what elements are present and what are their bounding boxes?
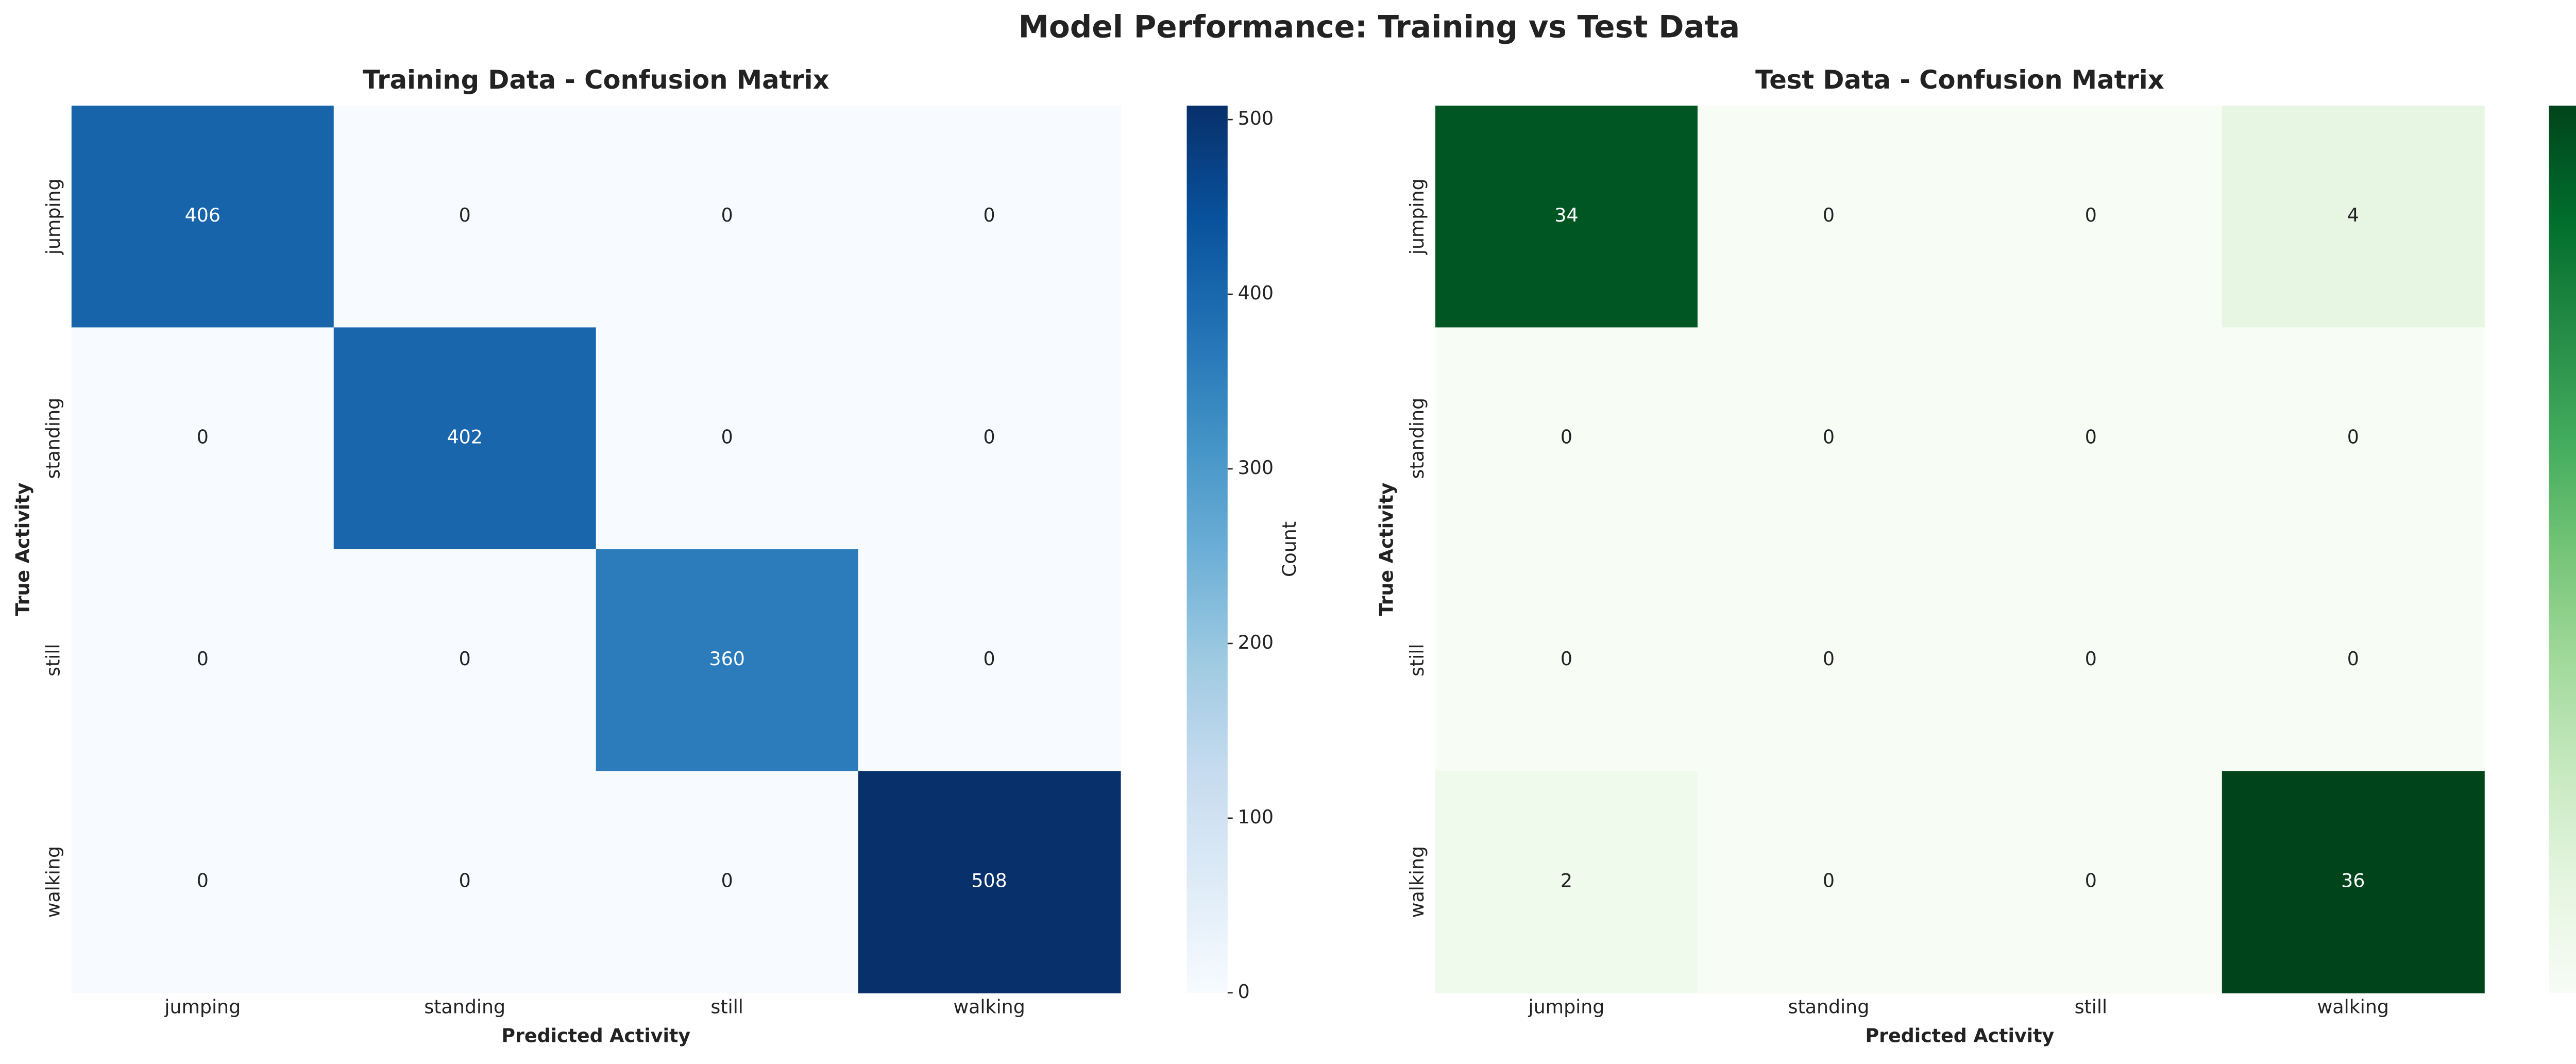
heatmap-cell: [858, 549, 1121, 772]
heatmap-cell: [333, 105, 597, 328]
y-axis-label: True Activity: [1375, 482, 1397, 616]
x-tick-label: jumping: [164, 996, 241, 1018]
x-axis-label: Predicted Activity: [1866, 1025, 2055, 1047]
y-tick-label: walking: [1406, 846, 1428, 918]
heatmap-cell: [2222, 105, 2485, 328]
cell-label: 402: [447, 426, 483, 448]
x-axis-label: Predicted Activity: [501, 1025, 690, 1047]
heatmap-cell: [596, 327, 859, 550]
cell-label: 0: [197, 870, 209, 892]
y-axis-label: True Activity: [11, 482, 33, 616]
y-tick-label: walking: [42, 846, 64, 918]
heatmap-cell: [71, 771, 334, 993]
cell-label: 0: [1561, 648, 1572, 670]
heatmap-cell: [1959, 327, 2223, 550]
cell-label: 0: [2085, 648, 2097, 670]
y-tick-label: standing: [42, 398, 64, 479]
cell-label: 0: [1823, 426, 1835, 448]
heatmap-cell: [858, 105, 1121, 328]
heatmap-cell: [596, 771, 859, 993]
heatmap-cell: [1959, 771, 2223, 993]
cell-label: 2: [1561, 870, 1572, 892]
colorbar: [2549, 105, 2576, 993]
cell-label: 0: [721, 204, 733, 226]
cell-label: 0: [459, 648, 471, 670]
cell-label: 0: [721, 426, 733, 448]
cell-label: 0: [459, 204, 471, 226]
cell-label: 0: [1823, 648, 1835, 670]
y-tick-label: still: [1406, 644, 1428, 676]
cell-label: 34: [1554, 204, 1578, 226]
cell-label: 0: [2085, 204, 2097, 226]
cell-label: 0: [984, 648, 995, 670]
cell-label: 4: [2347, 204, 2359, 226]
heatmap-cell: [333, 327, 597, 550]
figure-title: Model Performance: Training vs Test Data: [1019, 9, 1740, 45]
heatmap-cell: [1435, 771, 1698, 993]
heatmap-cell: [596, 105, 859, 328]
subplot-title: Test Data - Confusion Matrix: [1755, 65, 2164, 95]
heatmap-cell: [1435, 105, 1698, 328]
colorbar: [1187, 105, 1228, 993]
heatmap-cell: [2222, 771, 2485, 993]
heatmap-cell: [858, 327, 1121, 550]
cell-label: 0: [1823, 204, 1835, 226]
heatmap-cell: [1697, 771, 1960, 993]
heatmap-cell: [858, 771, 1121, 993]
heatmap-cell: [1435, 327, 1698, 550]
cell-label: 0: [984, 204, 995, 226]
y-tick-label: standing: [1406, 398, 1428, 479]
cell-label: 0: [1561, 426, 1572, 448]
heatmap-cell: [2222, 327, 2485, 550]
x-tick-label: standing: [1788, 996, 1870, 1018]
heatmap-cell: [1959, 549, 2223, 772]
y-tick-label: jumping: [42, 178, 64, 255]
heatmap-cell: [71, 549, 334, 772]
heatmap-cell: [1697, 549, 1960, 772]
x-tick-label: walking: [2317, 996, 2389, 1018]
cell-label: 360: [709, 648, 744, 670]
cell-label: 0: [459, 870, 471, 892]
heatmap-cell: [1697, 327, 1960, 550]
heatmap-cell: [333, 549, 597, 772]
cell-label: 36: [2341, 870, 2365, 892]
cell-label: 0: [2085, 870, 2097, 892]
colorbar-tick-label: 300: [1238, 457, 1274, 479]
cell-label: 508: [971, 870, 1007, 892]
heatmap-cell: [71, 327, 334, 550]
x-tick-label: walking: [953, 996, 1025, 1018]
cell-label: 0: [2085, 426, 2097, 448]
y-tick-label: still: [42, 644, 64, 676]
cell-label: 0: [197, 426, 209, 448]
x-tick-label: still: [710, 996, 743, 1018]
heatmap-cell: [1435, 549, 1698, 772]
cell-label: 0: [2347, 426, 2359, 448]
x-tick-label: still: [2075, 996, 2107, 1018]
heatmap-cell: [2222, 549, 2485, 772]
cell-label: 0: [984, 426, 995, 448]
cell-label: 0: [2347, 648, 2359, 670]
cell-label: 0: [1823, 870, 1835, 892]
colorbar-tick-label: 0: [1238, 981, 1250, 1003]
subplot-title: Training Data - Confusion Matrix: [363, 65, 829, 95]
colorbar-tick-label: 200: [1238, 631, 1274, 653]
heatmap-cell: [333, 771, 597, 993]
x-tick-label: standing: [424, 996, 505, 1018]
colorbar-tick-label: 500: [1238, 107, 1274, 129]
colorbar-tick-label: 400: [1238, 282, 1274, 304]
y-tick-label: jumping: [1406, 178, 1428, 255]
cell-label: 0: [721, 870, 733, 892]
heatmap-cell: [1697, 105, 1960, 328]
cell-label: 0: [197, 648, 209, 670]
heatmap-cell: [1959, 105, 2223, 328]
cell-label: 406: [185, 204, 221, 226]
heatmap-cell: [596, 549, 859, 772]
colorbar-tick-label: 100: [1238, 806, 1274, 828]
heatmap-cell: [71, 105, 334, 328]
x-tick-label: jumping: [1528, 996, 1605, 1018]
colorbar-label: Count: [1278, 521, 1300, 577]
